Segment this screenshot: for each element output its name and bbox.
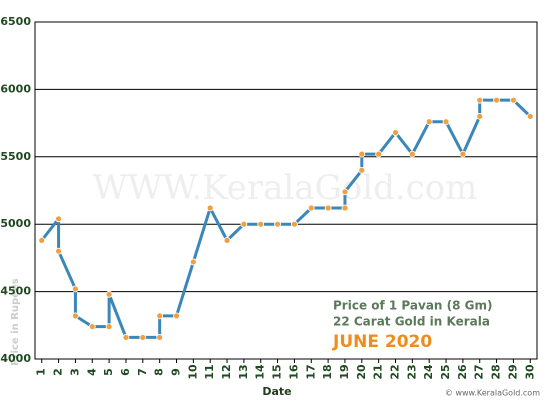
x-tick-label: 30 (523, 364, 536, 380)
price-point (476, 112, 484, 120)
price-point (156, 334, 164, 341)
price-point (240, 220, 248, 228)
x-tick-label: 22 (388, 364, 401, 379)
x-tick-label: 5 (102, 368, 115, 376)
price-point (257, 220, 265, 228)
x-tick-label: 11 (203, 364, 216, 379)
price-point (510, 96, 517, 104)
price-point (442, 118, 450, 126)
price-point (55, 247, 62, 255)
price-point (425, 118, 433, 126)
y-tick-label: 36000 (0, 82, 31, 95)
price-point (139, 334, 147, 341)
price-point (105, 290, 113, 298)
x-axis-label: Date (262, 385, 291, 398)
price-point (72, 285, 79, 293)
y-axis-label: Price in Rupees (10, 278, 21, 365)
price-point (341, 188, 349, 196)
x-tick-label: 23 (405, 364, 418, 379)
x-tick-label: 21 (372, 364, 385, 379)
price-point (476, 96, 484, 104)
price-point (156, 312, 164, 320)
price-point (173, 312, 180, 320)
price-point (88, 323, 96, 331)
price-point (375, 150, 383, 158)
price-point (324, 204, 332, 212)
price-point (291, 220, 298, 228)
price-point (72, 312, 79, 320)
y-tick-label: 35500 (0, 150, 31, 163)
price-point (459, 150, 467, 158)
x-tick-label: 3 (68, 368, 81, 376)
watermark: WWW.KeralaGold.com (93, 168, 478, 208)
plot-border (34, 21, 538, 360)
price-point (526, 112, 534, 120)
price-point (122, 334, 130, 341)
x-tick-label: 27 (473, 364, 486, 379)
x-tick-label: 16 (287, 364, 300, 380)
annotation: Price of 1 Pavan (8 Gm) (333, 299, 493, 313)
price-point (38, 236, 46, 244)
y-tick-label: 36500 (0, 15, 31, 28)
price-point (493, 96, 500, 104)
x-tick-label: 14 (254, 364, 267, 380)
x-tick-label: 12 (220, 364, 233, 379)
x-tick-label: 10 (186, 364, 199, 380)
annotation: 22 Carat Gold in Kerala (333, 315, 490, 329)
x-tick-label: 25 (439, 364, 452, 379)
x-tick-label: 20 (355, 364, 368, 380)
price-point (55, 215, 62, 223)
price-point (358, 150, 366, 158)
price-point (223, 236, 231, 244)
y-tick-label: 35000 (0, 217, 31, 230)
price-point (392, 129, 399, 136)
x-tick-label: 1 (35, 368, 48, 376)
x-tick-label: 26 (456, 364, 469, 380)
price-point (358, 166, 366, 174)
price-point (274, 220, 281, 228)
price-point (341, 204, 349, 212)
credit: © www.KeralaGold.com (445, 389, 540, 398)
price-point (105, 323, 113, 331)
price-point (206, 204, 214, 212)
x-tick-label: 15 (271, 364, 284, 379)
y-tick-label: 34500 (0, 285, 31, 298)
price-point (189, 258, 197, 266)
x-tick-label: 6 (119, 368, 132, 376)
x-tick-label: 18 (321, 364, 334, 379)
x-tick-label: 2 (52, 368, 65, 376)
x-tick-label: 9 (170, 368, 183, 376)
x-tick-label: 13 (237, 364, 250, 379)
price-point (408, 150, 416, 158)
x-tick-label: 8 (153, 368, 166, 376)
x-tick-label: 4 (85, 368, 98, 376)
x-tick-label: 24 (422, 364, 435, 380)
y-tick-label: 34000 (0, 352, 31, 365)
x-tick-label: 28 (490, 364, 503, 379)
x-tick-label: 29 (506, 364, 519, 379)
x-tick-label: 19 (338, 364, 351, 379)
x-tick-label: 7 (136, 368, 149, 376)
subtitle: JUNE 2020 (332, 332, 432, 352)
price-point (307, 204, 315, 212)
x-tick-label: 17 (304, 364, 317, 379)
